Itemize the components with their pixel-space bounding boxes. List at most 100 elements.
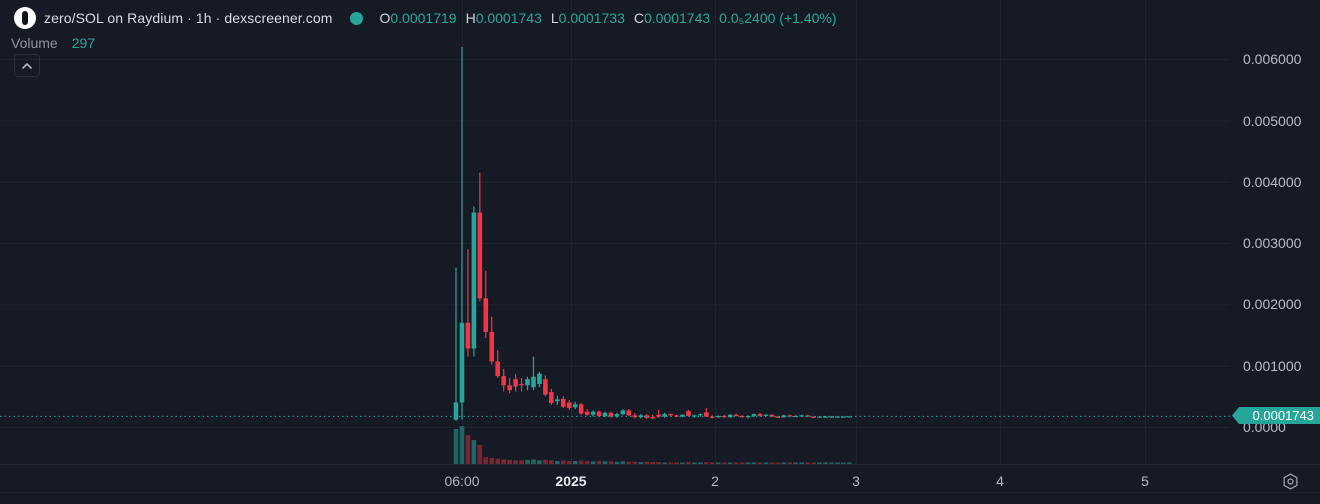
- volume-bar: [787, 462, 793, 464]
- candle-body: [602, 412, 608, 416]
- volume-bar: [763, 462, 769, 464]
- time-tick-label: 06:00: [444, 473, 480, 489]
- ohlc-high: H0.0001743: [465, 10, 542, 26]
- volume-bar: [560, 460, 566, 464]
- candle-body: [519, 384, 524, 386]
- candle-body: [578, 404, 584, 414]
- volume-bar: [817, 462, 822, 464]
- candle-body: [823, 416, 828, 418]
- volume-bar: [626, 461, 632, 464]
- candle-body: [757, 414, 763, 416]
- ohlc-low: L0.0001733: [550, 10, 625, 26]
- volume-bar: [638, 462, 644, 464]
- volume-bar: [662, 462, 667, 464]
- volume-bar: [781, 462, 787, 464]
- volume-bar: [543, 459, 548, 464]
- volume-bar: [704, 462, 709, 464]
- candle-wick: [455, 267, 457, 421]
- candle-body: [817, 416, 822, 418]
- candle-body: [626, 410, 632, 416]
- price-tick-label: 0.002000: [1243, 296, 1302, 313]
- last-price-badge: 0.0001743: [1232, 407, 1320, 424]
- volume-bar: [572, 460, 578, 464]
- volume-bar: [525, 459, 530, 464]
- candle-body: [668, 414, 673, 416]
- price-tick-label: 0.003000: [1243, 235, 1302, 252]
- candle-body: [537, 373, 542, 385]
- volume-bar: [751, 462, 757, 464]
- chevron-up-icon: [22, 62, 32, 69]
- candle-body: [572, 404, 578, 408]
- candle-body: [644, 415, 650, 418]
- volume-bar: [674, 462, 679, 464]
- volume-bar: [513, 460, 518, 464]
- volume-bar: [483, 457, 489, 464]
- candle-body: [793, 415, 799, 418]
- volume-bar: [709, 462, 715, 464]
- candle-body: [590, 411, 596, 415]
- candle-body: [847, 416, 852, 418]
- volume-bar: [757, 462, 763, 464]
- candle-body: [471, 212, 477, 349]
- candle-body: [620, 410, 626, 415]
- candle-body: [465, 322, 471, 349]
- candle-body: [686, 411, 691, 416]
- volume-bar: [602, 461, 608, 464]
- volume-bar: [799, 462, 804, 464]
- volume-bar: [519, 460, 524, 464]
- candle-body: [662, 414, 667, 417]
- volume-bar: [739, 462, 745, 464]
- volume-bar: [453, 429, 459, 464]
- candle-body: [835, 416, 840, 418]
- volume-bar: [501, 459, 506, 464]
- volume-bar: [555, 460, 560, 464]
- volume-bar: [614, 461, 620, 464]
- volume-bar: [775, 462, 781, 464]
- time-tick-label: 2025: [555, 473, 587, 489]
- candle-wick: [652, 414, 654, 420]
- volume-bar: [847, 462, 852, 464]
- price-tick-label: 0.005000: [1243, 112, 1302, 129]
- settings-button[interactable]: [1279, 471, 1301, 491]
- candle-body: [555, 399, 560, 402]
- time-axis[interactable]: 06:00 2025 2 3 4 5: [0, 464, 1320, 494]
- bottom-divider: [0, 492, 1320, 493]
- candle-body: [709, 416, 715, 418]
- collapse-pane-button[interactable]: [14, 54, 40, 77]
- candle-body: [650, 417, 655, 419]
- ohlc-close: C0.0001743: [633, 10, 711, 26]
- candle-body: [841, 416, 846, 418]
- volume-label: Volume: [11, 35, 58, 51]
- volume-bar: [715, 462, 721, 464]
- volume-bar: [805, 462, 810, 464]
- volume-bar: [644, 461, 650, 464]
- volume-bar: [507, 459, 512, 464]
- chart-legend-header: zero/SOL on Raydium · 1h · dexscreener.c…: [14, 7, 846, 29]
- candle-body: [715, 415, 721, 418]
- price-axis[interactable]: 0.006000 0.005000 0.004000 0.003000 0.002000…: [1228, 0, 1320, 464]
- candle-wick: [461, 46, 463, 420]
- volume-bar: [692, 462, 697, 464]
- candle-body: [477, 212, 483, 299]
- volume-bar: [465, 435, 471, 464]
- volume-bar: [680, 462, 685, 464]
- candle-body: [638, 415, 644, 418]
- candle-body: [513, 379, 518, 387]
- price-tick-label: 0.006000: [1243, 51, 1302, 68]
- volume-bar: [471, 440, 477, 464]
- gear-icon: [1282, 472, 1298, 490]
- price-tick-label: 0.001000: [1243, 357, 1302, 374]
- volume-bar: [531, 459, 536, 464]
- candle-body: [459, 322, 465, 403]
- candle-body: [525, 379, 530, 386]
- candle-body: [674, 415, 679, 417]
- volume-bar: [608, 461, 614, 464]
- volume-bar: [632, 461, 638, 464]
- volume-bar: [698, 462, 703, 464]
- candle-body: [501, 376, 506, 386]
- volume-bar: [549, 460, 554, 464]
- volume-bar: [596, 460, 602, 464]
- candle-body: [543, 379, 548, 395]
